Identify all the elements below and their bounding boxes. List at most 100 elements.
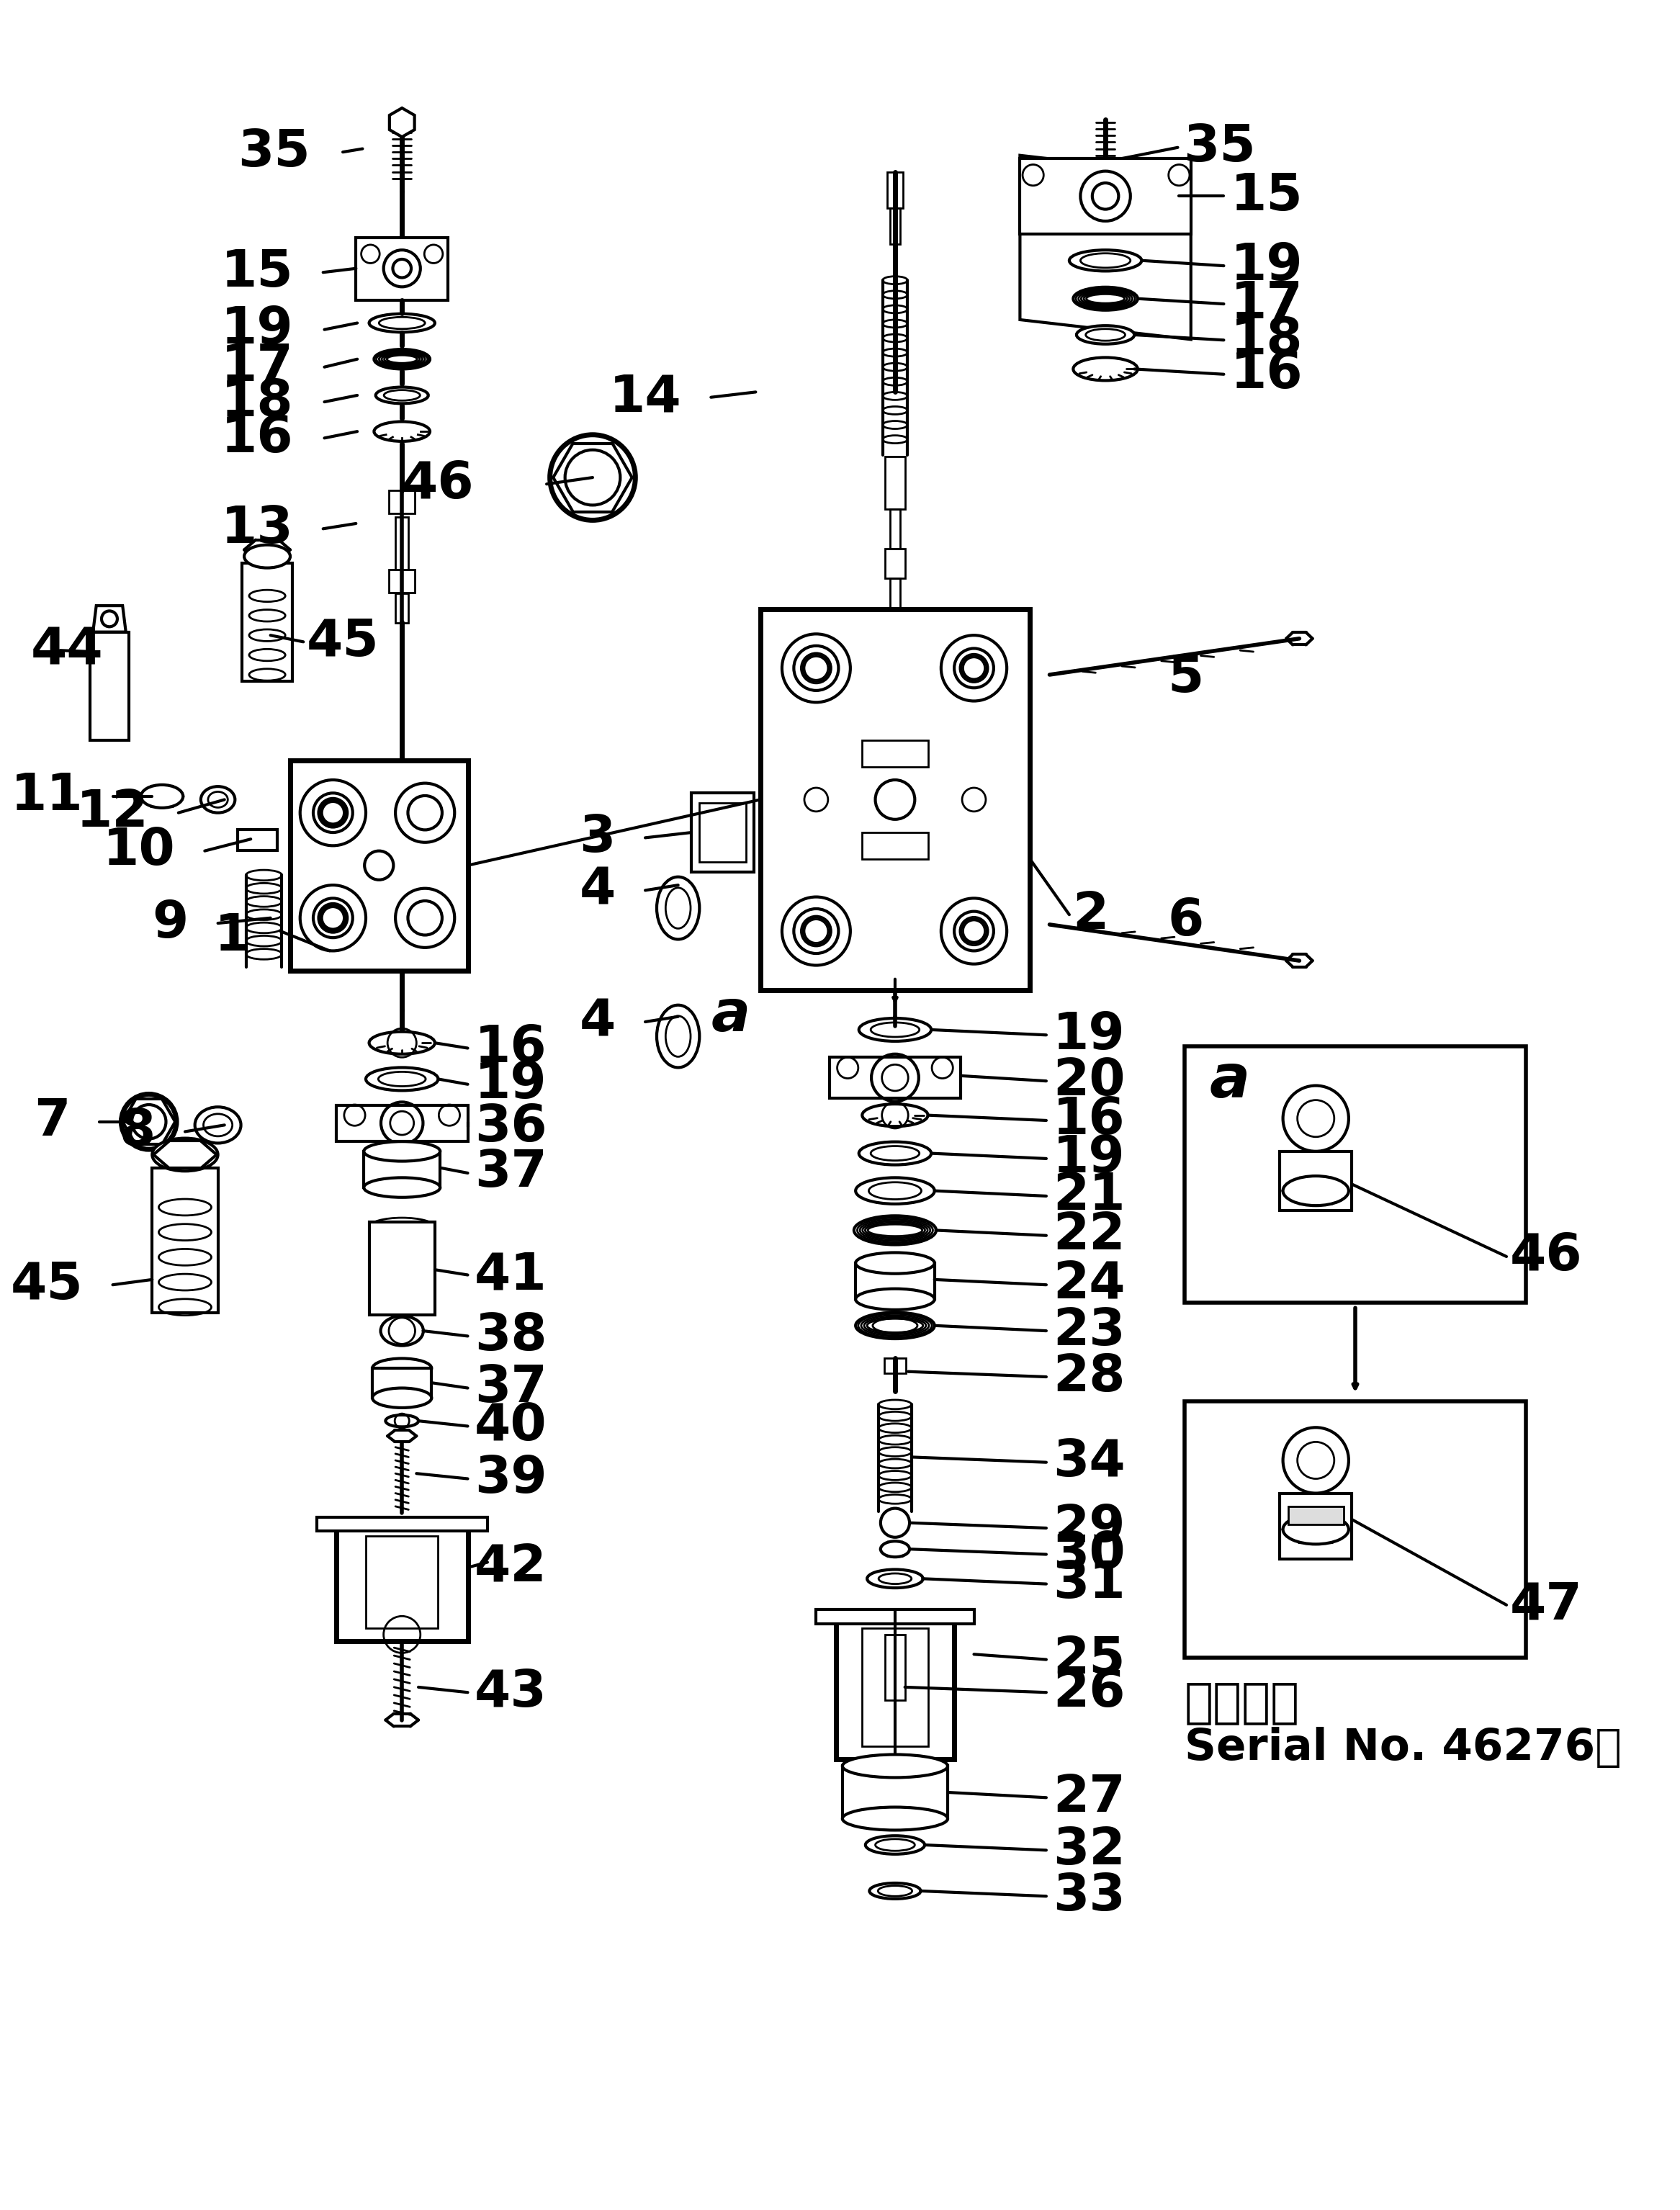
Ellipse shape [842, 1755, 948, 1777]
Text: 21: 21 [1053, 1171, 1126, 1220]
Bar [366, 1536, 438, 1629]
Text: 35: 35 [1183, 122, 1255, 172]
Ellipse shape [365, 1178, 440, 1198]
Ellipse shape [1284, 1514, 1349, 1545]
Text: 35: 35 [237, 128, 309, 177]
Bar [885, 1635, 906, 1699]
Ellipse shape [1077, 325, 1134, 345]
Bar [242, 564, 292, 681]
Text: 4: 4 [580, 997, 615, 1048]
Bar [89, 632, 129, 740]
Ellipse shape [1068, 250, 1142, 272]
Text: 16: 16 [1230, 349, 1302, 400]
Text: 36: 36 [474, 1103, 546, 1151]
Polygon shape [1020, 155, 1191, 340]
Text: 34: 34 [1053, 1436, 1126, 1487]
Text: 45: 45 [10, 1260, 82, 1311]
Ellipse shape [858, 1019, 931, 1041]
Bar [1184, 1045, 1525, 1302]
Ellipse shape [373, 1359, 432, 1379]
Ellipse shape [858, 1143, 931, 1165]
Text: 45: 45 [307, 617, 380, 667]
Text: 27: 27 [1053, 1772, 1126, 1823]
Text: 30: 30 [1053, 1529, 1126, 1580]
Text: 29: 29 [1053, 1503, 1126, 1554]
Ellipse shape [855, 1253, 934, 1273]
Ellipse shape [862, 1105, 927, 1127]
Bar [237, 829, 277, 851]
Ellipse shape [880, 1540, 909, 1558]
Text: 42: 42 [474, 1543, 546, 1593]
Bar [890, 579, 900, 610]
Bar [365, 1151, 440, 1187]
Ellipse shape [865, 1837, 924, 1854]
Ellipse shape [853, 1216, 936, 1244]
Bar [816, 1609, 974, 1624]
Text: 16: 16 [222, 413, 294, 462]
Ellipse shape [141, 785, 183, 809]
Bar [1289, 1507, 1344, 1525]
Bar [336, 1523, 467, 1642]
Text: 47: 47 [1510, 1580, 1583, 1629]
Text: 37: 37 [474, 1149, 548, 1198]
Ellipse shape [381, 1315, 423, 1346]
Text: 15: 15 [222, 248, 294, 296]
Ellipse shape [153, 1138, 218, 1171]
Bar [395, 592, 408, 623]
Text: 41: 41 [474, 1251, 548, 1299]
Text: 44: 44 [30, 625, 102, 676]
Text: 19: 19 [222, 305, 294, 354]
Bar [887, 172, 902, 208]
Text: 19: 19 [1053, 1010, 1126, 1061]
Bar [370, 1222, 435, 1315]
Bar [1280, 1494, 1352, 1558]
Bar [1020, 159, 1191, 234]
Bar [842, 1766, 948, 1819]
Bar [837, 1616, 954, 1759]
Circle shape [549, 435, 635, 519]
Bar [153, 1167, 218, 1313]
Text: 22: 22 [1053, 1211, 1126, 1260]
Bar [356, 236, 449, 301]
Ellipse shape [657, 1006, 699, 1067]
Text: 11: 11 [10, 771, 82, 822]
Text: 16: 16 [474, 1023, 546, 1074]
Text: 18: 18 [222, 378, 294, 427]
Bar [395, 517, 408, 570]
Ellipse shape [373, 1388, 432, 1408]
Text: 39: 39 [474, 1454, 546, 1503]
Text: 17: 17 [1230, 278, 1304, 329]
Text: 24: 24 [1053, 1260, 1126, 1311]
Bar [885, 548, 906, 579]
Polygon shape [390, 108, 415, 137]
Ellipse shape [1074, 358, 1137, 380]
Bar [316, 1518, 487, 1532]
Bar [336, 1105, 467, 1143]
Circle shape [121, 1094, 176, 1149]
Bar [690, 793, 754, 873]
Text: 23: 23 [1053, 1306, 1126, 1355]
Bar [862, 740, 927, 767]
Text: 19: 19 [474, 1059, 546, 1109]
Ellipse shape [366, 1067, 438, 1090]
Text: 46: 46 [402, 460, 474, 508]
Bar [830, 1056, 961, 1098]
Bar [890, 508, 900, 548]
Ellipse shape [842, 1808, 948, 1830]
Ellipse shape [385, 1414, 418, 1428]
Bar [291, 760, 467, 970]
Text: 28: 28 [1053, 1353, 1126, 1401]
Bar [699, 802, 746, 862]
Ellipse shape [867, 1569, 922, 1587]
Ellipse shape [1074, 287, 1137, 309]
Text: 3: 3 [580, 813, 615, 862]
Bar [862, 1629, 927, 1746]
Text: 適用号機: 適用号機 [1184, 1680, 1300, 1726]
Ellipse shape [244, 546, 291, 568]
Bar [862, 833, 927, 860]
Bar [885, 457, 906, 508]
Text: 10: 10 [102, 827, 175, 875]
Text: 37: 37 [474, 1364, 548, 1412]
Text: 1: 1 [215, 911, 250, 961]
Bar [1280, 1151, 1352, 1211]
